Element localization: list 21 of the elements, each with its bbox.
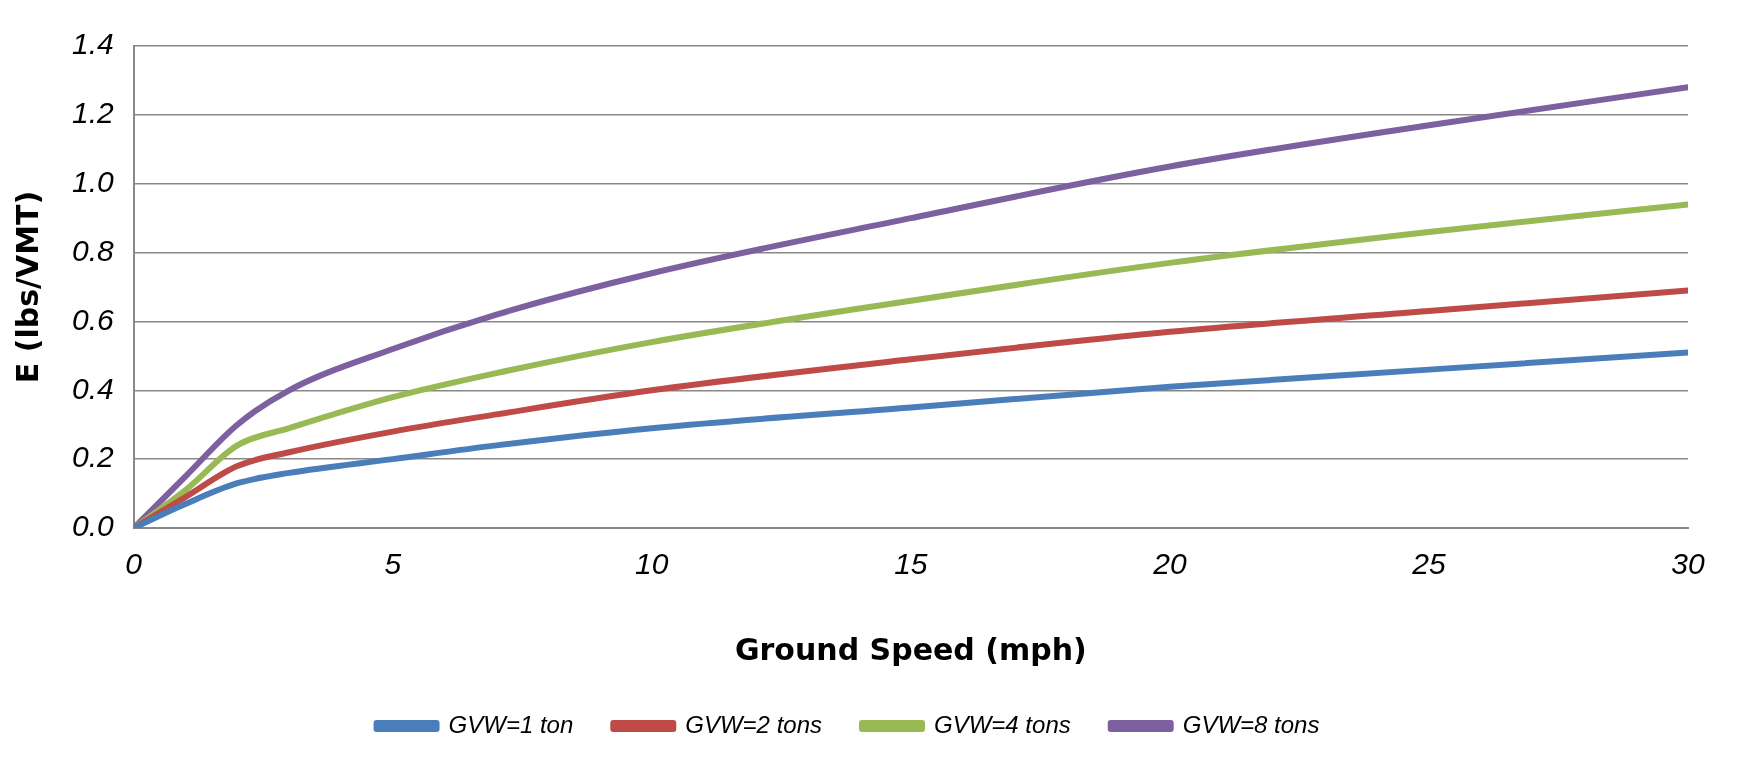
x-tick-label: 25: [1411, 547, 1446, 581]
y-axis-title: E (lbs/VMT): [9, 190, 45, 384]
y-tick-label: 0.6: [71, 302, 114, 336]
legend-label: GVW=4 tons: [934, 710, 1071, 738]
x-tick-label: 20: [1152, 547, 1187, 581]
y-tick-label: 1.4: [71, 27, 114, 61]
x-tick-label: 10: [635, 547, 669, 581]
y-tick-label: 0.2: [71, 440, 114, 474]
y-tick-label: 0.0: [71, 509, 114, 543]
y-tick-label: 1.0: [71, 165, 114, 199]
x-axis-title: Ground Speed (mph): [734, 631, 1087, 667]
y-tick-label: 0.8: [71, 233, 114, 267]
legend-label: GVW=1 ton: [448, 710, 574, 738]
y-tick-label: 1.2: [71, 96, 114, 130]
legend-label: GVW=2 tons: [685, 710, 823, 738]
x-tick-label: 30: [1671, 547, 1705, 581]
x-tick-label: 0: [125, 547, 143, 581]
x-tick-label: 5: [384, 547, 402, 581]
y-tick-label: 0.4: [71, 371, 114, 405]
x-tick-label: 15: [894, 547, 928, 581]
legend-label: GVW=8 tons: [1182, 710, 1320, 738]
